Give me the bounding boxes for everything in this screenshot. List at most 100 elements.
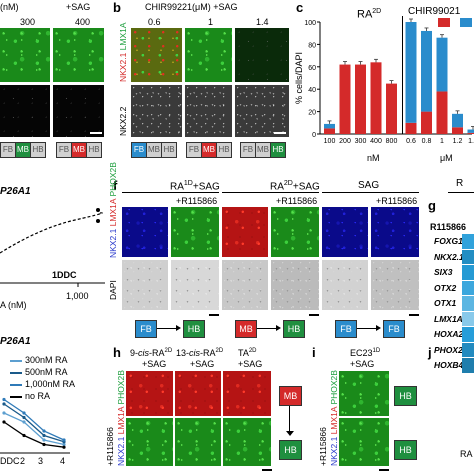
ra-legend-label: no RA	[25, 391, 51, 401]
h-img-2b	[175, 418, 221, 466]
chart-x-tick-label: 1	[440, 138, 444, 145]
chart-x-tick-label: 0.8	[422, 138, 432, 145]
ra-legend-label: 300nM RA	[25, 355, 68, 365]
i-img-b	[339, 418, 389, 466]
scale-bar	[409, 314, 419, 316]
h-img-3b	[223, 418, 271, 466]
scale-bar	[90, 132, 102, 134]
h-cond-2-sup: 2D	[215, 348, 224, 354]
g-gene-label: SIX3	[434, 267, 453, 277]
ra-series-line	[3, 421, 65, 448]
chart-bar-red	[421, 111, 432, 134]
chart-bar-blue	[467, 129, 474, 133]
i-img-a	[339, 371, 389, 416]
chart-y-tick-label: 100	[304, 20, 316, 27]
ra-legend-label: 1,000nM RA	[25, 379, 76, 389]
g-gene-label: HOXB4	[434, 360, 464, 370]
marker-nkx21: NKX2.1	[108, 228, 118, 258]
cyp-point-2	[96, 219, 100, 223]
i-flow-to: HB	[394, 440, 417, 460]
ra-series-point	[22, 411, 26, 415]
h-cond-3-sup: 2D	[248, 348, 257, 354]
chart-x-tick-label: 800	[386, 138, 398, 145]
g-heat-cell	[462, 342, 474, 357]
marker-lmx1a: LMX1A	[116, 406, 126, 435]
f-cond-2-base: RA	[270, 181, 284, 193]
ra-series-point	[22, 415, 26, 420]
h-markers: NKX2.1 LMX1A PHOX2B	[116, 370, 126, 466]
ra-xtick-1: 2	[20, 456, 26, 466]
f-cond-1: RA1D+SAG	[170, 180, 220, 192]
panel-b-image-merge-3	[235, 28, 289, 82]
g-gene-label: OTX2	[434, 282, 457, 293]
f-img-2d	[271, 260, 319, 310]
ra-xtick-0: DDC	[0, 456, 20, 466]
h-cond-2: 13-cis-RA2D	[176, 348, 223, 358]
panel-b-image-gray-3	[235, 85, 289, 137]
panel-b-conc-2: 1	[208, 17, 214, 27]
ra-series-point	[42, 433, 46, 438]
box-hb: HB	[86, 142, 102, 158]
panel-a-image-green-1	[0, 28, 50, 82]
chart-bar-blue	[436, 37, 448, 92]
g-heat-cell	[462, 234, 474, 249]
f-flow-2-to: HB	[283, 320, 305, 338]
box-hb: HB	[216, 142, 232, 158]
h-treatment: +R115866	[105, 427, 115, 466]
h-img-3a	[223, 371, 271, 416]
f-cond-1-sup: 1D	[183, 180, 193, 187]
chart-y-tick-label: 0	[312, 132, 316, 139]
arrow-icon	[176, 325, 181, 331]
chart-legend-red	[438, 18, 450, 27]
chart-bar-red	[467, 132, 474, 134]
f-dapi-label: DAPI	[108, 280, 118, 300]
f-line-2	[222, 192, 319, 193]
chart-x-tick-label: 300	[355, 138, 367, 145]
g-gene-label: NKX2.1	[434, 251, 464, 262]
panel-label-i: i	[312, 345, 316, 360]
marker-lmx1a: LMX1A	[118, 22, 128, 51]
panel-a-image-dark-2	[53, 85, 104, 137]
h-img-2a	[175, 371, 221, 416]
panel-label-j: j	[428, 345, 432, 360]
ra-series-point	[2, 397, 6, 402]
ra-series-point	[62, 445, 66, 449]
cyp-annotation: 1DDC	[52, 270, 77, 280]
chart-bar-blue	[324, 123, 335, 129]
h-cond-3: TA2D	[238, 348, 257, 358]
i-cond-sup: 1D	[372, 348, 381, 354]
i-cond-extra: +SAG	[350, 359, 375, 369]
panel-label-f: f	[113, 178, 118, 193]
panel-b-markers-top: NKX2.1 LMX1A	[118, 22, 128, 82]
f-img-1c	[122, 260, 168, 310]
h-img-1b	[126, 418, 173, 466]
chart-x-tick-label: 1.4	[468, 138, 474, 145]
panel-a-header-prefix: (nM)	[0, 2, 19, 12]
g-line	[448, 192, 474, 193]
scale-bar	[262, 469, 272, 471]
cyp-gene-label: P26A1	[0, 186, 31, 197]
ra-series-point	[22, 420, 26, 424]
ra-legend-item: 300nM RA	[10, 355, 68, 365]
h-cond-1-sup: 2D	[164, 348, 173, 354]
ra-series-point	[22, 433, 26, 438]
panel-b-conc-1: 0.6	[148, 17, 161, 27]
f-img-3d	[371, 260, 419, 310]
chart-x-tick-label: 1.2	[453, 138, 463, 145]
panel-label-c: c	[296, 0, 304, 15]
box-fb: FB	[240, 142, 256, 158]
i-treatment: +R115866	[318, 427, 328, 466]
panel-label-g: g	[428, 198, 436, 213]
g-gene-label: HOXA2	[434, 329, 464, 339]
box-hb: HB	[30, 142, 46, 158]
h-cond-1-extra: +SAG	[142, 359, 167, 369]
f-cond-2: RA2D+SAG	[270, 180, 320, 192]
box-mb: MB	[146, 142, 162, 158]
cyp-curve-line	[0, 212, 103, 254]
chart-group1-sup: 2D	[372, 8, 382, 15]
chart-y-tick-label: 40	[308, 87, 316, 94]
h-cond-2-base: -RA	[200, 348, 216, 358]
box-mb: MB	[71, 142, 87, 158]
i-cond-base: EC23	[350, 348, 373, 358]
arrow-line	[157, 328, 179, 329]
